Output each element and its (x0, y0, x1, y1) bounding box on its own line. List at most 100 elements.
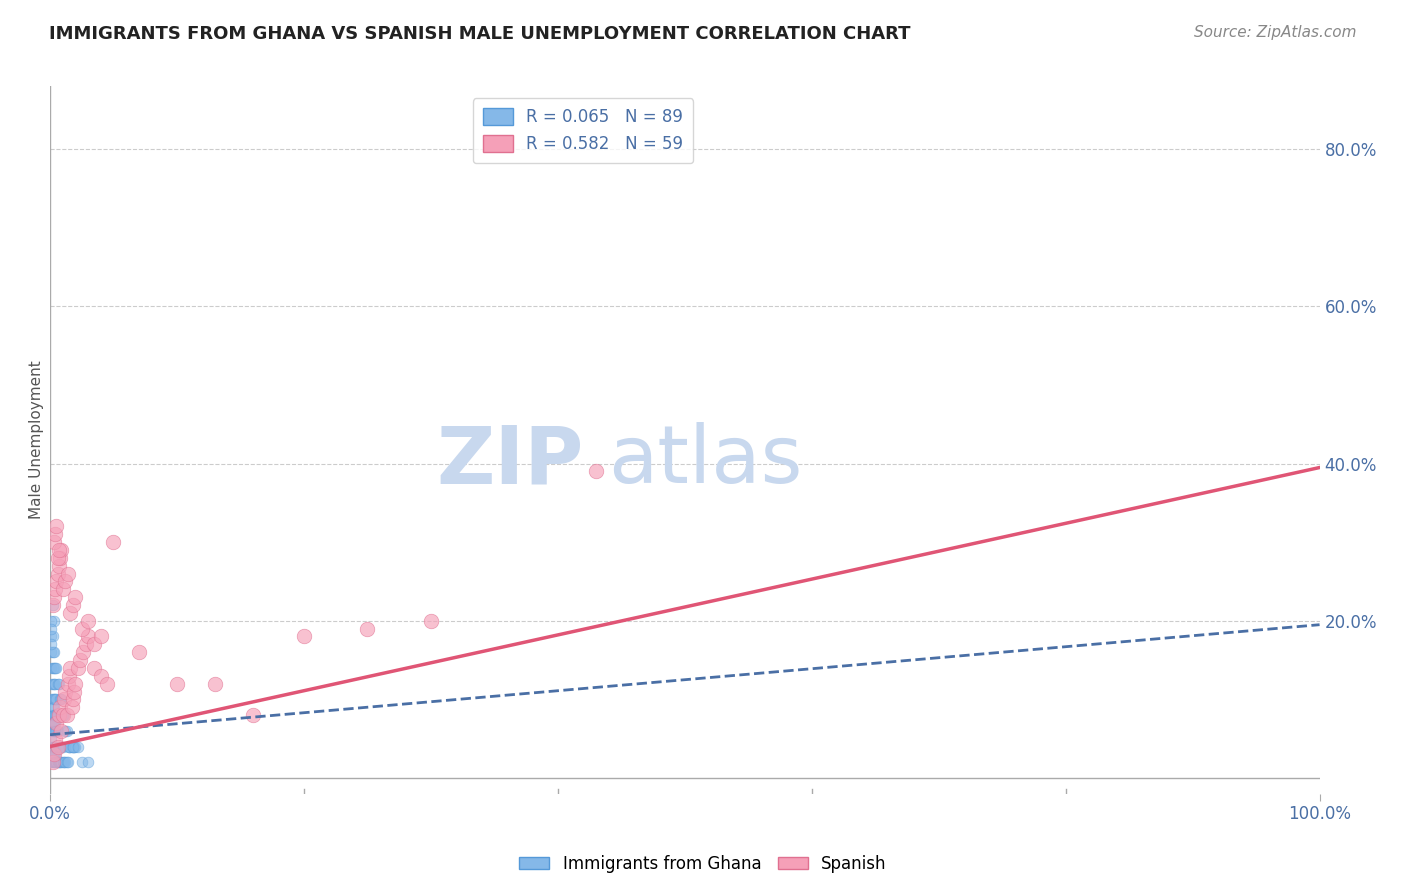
Point (44, 756, 66, 770)
Point (356, 622, 378, 636)
Point (41, 756, 63, 770)
Point (65, 591, 87, 605)
Point (83, 637, 105, 651)
Point (292, 630, 315, 644)
Text: IMMIGRANTS FROM GHANA VS SPANISH MALE UNEMPLOYMENT CORRELATION CHART: IMMIGRANTS FROM GHANA VS SPANISH MALE UN… (49, 25, 911, 43)
Point (39, 756, 62, 770)
Point (77, 614, 100, 628)
Point (39, 630, 62, 644)
Point (49, 756, 72, 770)
Point (52, 708, 75, 723)
Point (48, 708, 70, 723)
Point (41, 747, 63, 762)
Point (39, 614, 62, 628)
Point (41, 598, 63, 612)
Point (42, 692, 65, 706)
Point (62, 739, 84, 754)
Point (46, 676, 69, 690)
Point (46, 566, 69, 581)
Point (419, 614, 441, 628)
Text: atlas: atlas (609, 422, 803, 500)
Point (46, 739, 69, 754)
Point (52, 708, 75, 723)
Point (52, 708, 75, 723)
Legend: R = 0.065   N = 89, R = 0.582   N = 59: R = 0.065 N = 89, R = 0.582 N = 59 (472, 98, 693, 163)
Point (44, 661, 66, 675)
Point (46, 723, 69, 738)
Point (53, 574, 76, 589)
Point (62, 739, 84, 754)
Point (59, 661, 82, 675)
Point (52, 739, 75, 754)
Point (70, 622, 93, 636)
Point (41, 692, 63, 706)
Point (69, 653, 91, 667)
Point (42, 614, 65, 628)
Point (96, 676, 118, 690)
Point (41, 645, 63, 659)
Point (58, 669, 80, 683)
Y-axis label: Male Unemployment: Male Unemployment (30, 360, 45, 519)
Point (44, 708, 66, 723)
Point (39, 708, 62, 723)
Point (45, 756, 67, 770)
Point (41, 630, 63, 644)
Point (66, 661, 89, 675)
Point (39, 723, 62, 738)
Point (51, 756, 73, 770)
Point (45, 574, 67, 589)
Point (55, 756, 77, 770)
Point (42, 645, 65, 659)
Point (52, 582, 75, 597)
Point (39, 637, 62, 651)
Point (48, 543, 70, 558)
Point (42, 591, 65, 605)
Point (242, 708, 264, 723)
Point (46, 550, 69, 565)
Point (51, 692, 73, 706)
Point (41, 708, 63, 723)
Point (77, 756, 100, 770)
Point (103, 535, 125, 549)
Point (45, 519, 67, 533)
Point (42, 739, 65, 754)
Point (39, 676, 62, 690)
Point (59, 606, 82, 620)
Point (166, 676, 188, 690)
Point (41, 598, 63, 612)
Point (44, 715, 66, 730)
Point (39, 731, 62, 746)
Point (45, 692, 67, 706)
Point (60, 700, 83, 714)
Point (55, 723, 77, 738)
Point (56, 676, 79, 690)
Point (42, 747, 65, 762)
Point (42, 708, 65, 723)
Point (51, 723, 73, 738)
Point (41, 676, 63, 690)
Point (51, 739, 73, 754)
Text: Source: ZipAtlas.com: Source: ZipAtlas.com (1194, 25, 1357, 40)
Point (128, 645, 150, 659)
Point (49, 700, 72, 714)
Point (49, 739, 72, 754)
Point (52, 756, 75, 770)
Point (41, 715, 63, 730)
Point (39, 622, 62, 636)
Point (90, 669, 112, 683)
Point (42, 715, 65, 730)
Point (44, 747, 66, 762)
Point (42, 723, 65, 738)
Point (44, 723, 66, 738)
Point (41, 661, 63, 675)
Point (41, 723, 63, 738)
Point (39, 715, 62, 730)
Point (62, 692, 84, 706)
Point (48, 739, 70, 754)
Point (39, 645, 62, 659)
Point (75, 637, 97, 651)
Point (46, 756, 69, 770)
Point (41, 700, 63, 714)
Point (39, 747, 62, 762)
Point (65, 739, 87, 754)
